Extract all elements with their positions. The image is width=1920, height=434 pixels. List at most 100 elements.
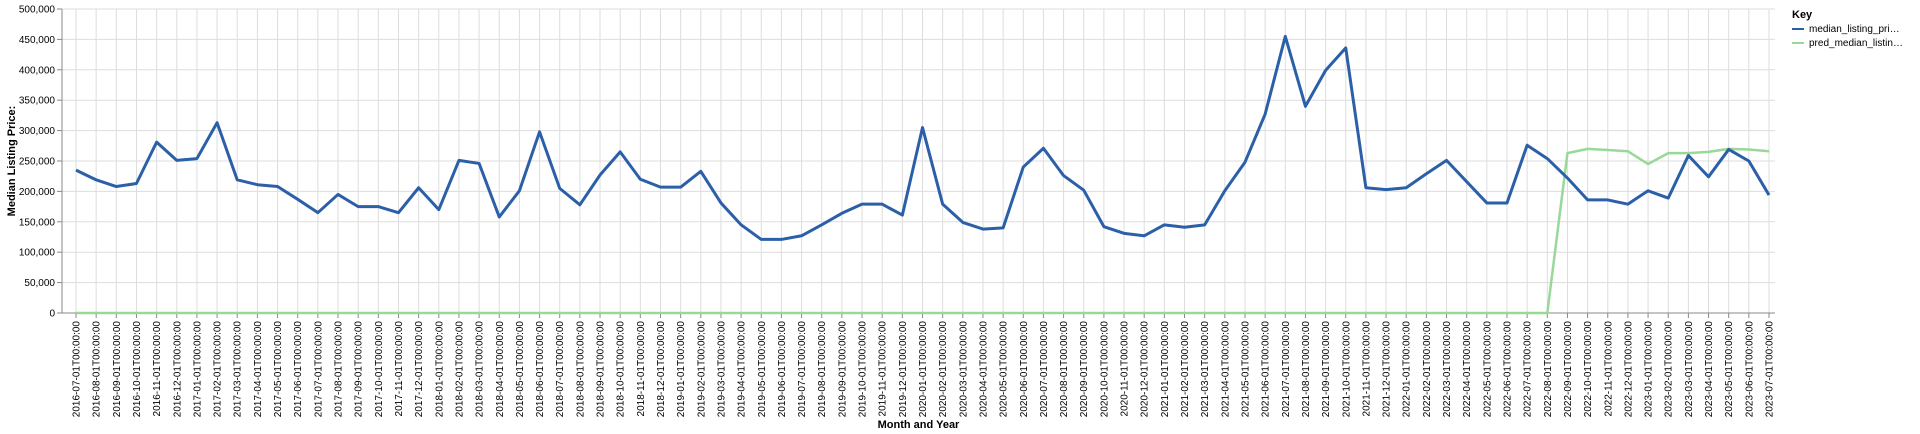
x-tick-label: 2022-09-01T00:00:00 bbox=[1563, 321, 1574, 418]
x-tick-label: 2020-06-01T00:00:00 bbox=[1019, 321, 1030, 418]
y-tick-label: 250,000 bbox=[19, 157, 56, 168]
y-tick-label: 500,000 bbox=[19, 5, 56, 16]
x-tick-label: 2017-07-01T00:00:00 bbox=[313, 321, 324, 418]
y-tick-label: 50,000 bbox=[24, 278, 55, 289]
x-tick-label: 2021-03-01T00:00:00 bbox=[1200, 321, 1211, 418]
y-tick-label: 350,000 bbox=[19, 96, 56, 107]
y-axis: 0 50,000 100,000 150,000 200,000 250,000 300,0… bbox=[19, 5, 63, 320]
x-tick-label: 2021-08-01T00:00:00 bbox=[1301, 321, 1312, 418]
y-tick-label: 100,000 bbox=[19, 248, 56, 259]
x-tick-label: 2019-01-01T00:00:00 bbox=[676, 321, 687, 418]
x-tick-label: 2021-01-01T00:00:00 bbox=[1160, 321, 1171, 418]
x-tick-label: 2021-12-01T00:00:00 bbox=[1382, 321, 1393, 418]
legend-title: Key bbox=[1792, 9, 1813, 21]
x-tick-label: 2019-06-01T00:00:00 bbox=[777, 321, 788, 418]
y-axis-title: Median Listing Price: bbox=[6, 106, 18, 217]
x-tick-label: 2016-07-01T00:00:00 bbox=[72, 321, 83, 418]
x-tick-label: 2022-02-01T00:00:00 bbox=[1422, 321, 1433, 418]
y-tick-label: 400,000 bbox=[19, 65, 56, 76]
x-tick-label: 2022-11-01T00:00:00 bbox=[1603, 321, 1614, 417]
x-tick-label: 2022-12-01T00:00:00 bbox=[1623, 321, 1634, 418]
x-tick-label: 2019-08-01T00:00:00 bbox=[817, 321, 828, 418]
x-tick-label: 2020-11-01T00:00:00 bbox=[1120, 321, 1131, 417]
x-tick-label: 2016-08-01T00:00:00 bbox=[92, 321, 103, 418]
x-tick-label: 2017-01-01T00:00:00 bbox=[192, 321, 203, 418]
x-tick-label: 2020-07-01T00:00:00 bbox=[1039, 321, 1050, 418]
x-tick-label: 2021-06-01T00:00:00 bbox=[1261, 321, 1272, 418]
x-tick-label: 2021-04-01T00:00:00 bbox=[1220, 321, 1231, 418]
x-tick-label: 2018-02-01T00:00:00 bbox=[454, 321, 465, 418]
x-tick-label: 2021-07-01T00:00:00 bbox=[1281, 321, 1292, 418]
x-tick-label: 2019-10-01T00:00:00 bbox=[858, 321, 869, 418]
x-tick-label: 2022-06-01T00:00:00 bbox=[1502, 321, 1513, 418]
x-tick-label: 2018-08-01T00:00:00 bbox=[575, 321, 586, 418]
y-tick-label: 0 bbox=[49, 309, 55, 320]
x-tick-label: 2018-03-01T00:00:00 bbox=[475, 321, 486, 418]
x-tick-label: 2022-10-01T00:00:00 bbox=[1583, 321, 1594, 418]
x-tick-label: 2019-09-01T00:00:00 bbox=[837, 321, 848, 418]
x-tick-label: 2020-05-01T00:00:00 bbox=[999, 321, 1010, 418]
x-tick-label: 2023-02-01T00:00:00 bbox=[1664, 321, 1675, 418]
x-tick-label: 2022-03-01T00:00:00 bbox=[1442, 321, 1453, 418]
x-tick-label: 2017-02-01T00:00:00 bbox=[213, 321, 224, 418]
x-tick-label: 2020-01-01T00:00:00 bbox=[918, 321, 929, 418]
x-tick-label: 2016-09-01T00:00:00 bbox=[112, 321, 123, 418]
series-line-pred bbox=[76, 147, 1770, 315]
x-tick-label: 2021-09-01T00:00:00 bbox=[1321, 321, 1332, 418]
x-tick-label: 2019-05-01T00:00:00 bbox=[757, 321, 768, 418]
x-tick-label: 2019-04-01T00:00:00 bbox=[737, 321, 748, 418]
x-tick-label: 2016-10-01T00:00:00 bbox=[132, 321, 143, 418]
series-line-median bbox=[75, 34, 1771, 241]
x-tick-label: 2023-03-01T00:00:00 bbox=[1684, 321, 1695, 418]
x-tick-label: 2020-12-01T00:00:00 bbox=[1140, 321, 1151, 418]
x-tick-label: 2018-06-01T00:00:00 bbox=[535, 321, 546, 418]
x-tick-label: 2022-05-01T00:00:00 bbox=[1482, 321, 1493, 418]
x-tick-label: 2017-09-01T00:00:00 bbox=[354, 321, 365, 418]
x-tick-label: 2017-10-01T00:00:00 bbox=[374, 321, 385, 418]
x-tick-label: 2018-01-01T00:00:00 bbox=[434, 321, 445, 418]
x-tick-label: 2018-05-01T00:00:00 bbox=[515, 321, 526, 418]
series-lines bbox=[75, 34, 1771, 315]
x-tick-label: 2019-11-01T00:00:00 bbox=[878, 321, 889, 417]
x-tick-label: 2018-11-01T00:00:00 bbox=[636, 321, 647, 417]
x-tick-label: 2021-11-01T00:00:00 bbox=[1361, 321, 1372, 417]
x-tick-label: 2016-11-01T00:00:00 bbox=[152, 321, 163, 417]
x-tick-label: 2017-08-01T00:00:00 bbox=[334, 321, 345, 418]
x-axis: 2016-07-01T00:00:00 2016-08-01T00:00:00 20… bbox=[62, 312, 1776, 418]
x-tick-label: 2018-09-01T00:00:00 bbox=[596, 321, 607, 418]
x-tick-label: 2023-07-01T00:00:00 bbox=[1765, 321, 1776, 418]
y-tick-label: 150,000 bbox=[19, 217, 56, 228]
x-tick-label: 2020-04-01T00:00:00 bbox=[978, 321, 989, 418]
legend: Key median_listing_pri… pred_median_list… bbox=[1792, 9, 1903, 49]
x-tick-label: 2019-02-01T00:00:00 bbox=[696, 321, 707, 418]
x-tick-label: 2018-12-01T00:00:00 bbox=[656, 321, 667, 418]
x-tick-label: 2023-04-01T00:00:00 bbox=[1704, 321, 1715, 418]
x-tick-label: 2021-02-01T00:00:00 bbox=[1180, 321, 1191, 418]
gridlines bbox=[62, 8, 1775, 314]
x-tick-label: 2018-04-01T00:00:00 bbox=[495, 321, 506, 418]
x-tick-label: 2020-08-01T00:00:00 bbox=[1059, 321, 1070, 418]
x-tick-label: 2022-01-01T00:00:00 bbox=[1402, 321, 1413, 418]
x-tick-label: 2020-10-01T00:00:00 bbox=[1099, 321, 1110, 418]
x-tick-label: 2020-09-01T00:00:00 bbox=[1079, 321, 1090, 418]
x-tick-label: 2017-12-01T00:00:00 bbox=[414, 321, 425, 418]
x-tick-label: 2023-06-01T00:00:00 bbox=[1744, 321, 1755, 418]
x-tick-label: 2018-10-01T00:00:00 bbox=[616, 321, 627, 418]
x-axis-title: Month and Year bbox=[878, 419, 960, 431]
x-tick-label: 2022-04-01T00:00:00 bbox=[1462, 321, 1473, 418]
x-tick-label: 2021-10-01T00:00:00 bbox=[1341, 321, 1352, 418]
x-tick-label: 2019-12-01T00:00:00 bbox=[898, 321, 909, 418]
y-tick-label: 300,000 bbox=[19, 126, 56, 137]
x-tick-label: 2023-01-01T00:00:00 bbox=[1644, 321, 1655, 418]
legend-label-pred: pred_median_listin… bbox=[1809, 38, 1903, 49]
x-tick-label: 2017-06-01T00:00:00 bbox=[293, 321, 304, 418]
x-tick-label: 2016-12-01T00:00:00 bbox=[172, 321, 183, 418]
x-tick-label: 2017-05-01T00:00:00 bbox=[273, 321, 284, 418]
x-tick-label: 2019-03-01T00:00:00 bbox=[716, 321, 727, 418]
x-tick-label: 2019-07-01T00:00:00 bbox=[797, 321, 808, 418]
x-tick-label: 2020-02-01T00:00:00 bbox=[938, 321, 949, 418]
legend-label-median: median_listing_pri… bbox=[1809, 24, 1900, 35]
x-tick-label: 2022-08-01T00:00:00 bbox=[1543, 321, 1554, 418]
x-tick-label: 2023-05-01T00:00:00 bbox=[1724, 321, 1735, 418]
